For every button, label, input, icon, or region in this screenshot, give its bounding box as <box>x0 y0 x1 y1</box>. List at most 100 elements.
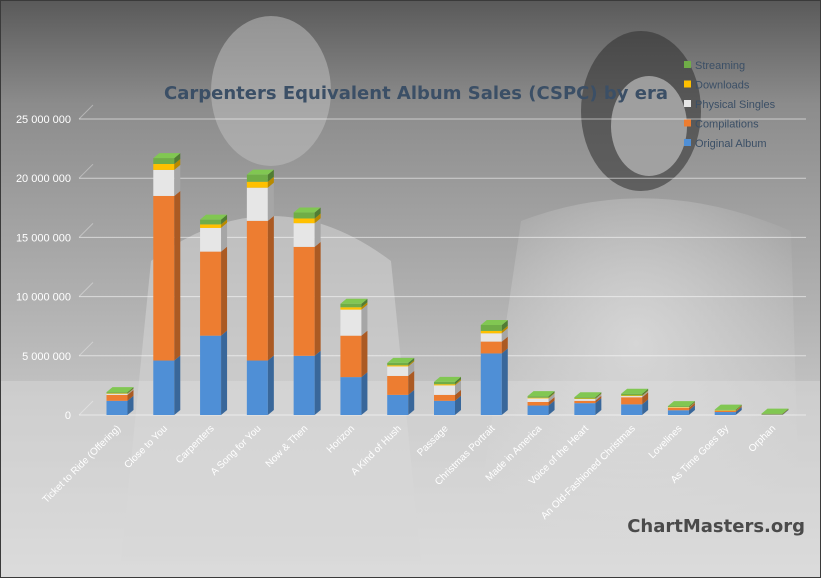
bar-segment-side <box>595 392 602 399</box>
bar-stack-orphan <box>761 408 789 415</box>
bar-segment-downloads <box>714 410 736 411</box>
bar-segment-side <box>735 407 742 415</box>
x-tick-label: Passage <box>415 423 451 459</box>
legend-label-downloads: Downloads <box>695 80 750 92</box>
bar-segment-streaming <box>200 219 222 225</box>
bar-segment-compilations <box>714 410 736 413</box>
legend-swatch-streaming <box>684 61 691 68</box>
legend-label-physical-singles: Physical Singles <box>695 99 776 111</box>
gridline-depth <box>78 163 94 179</box>
bar-stack-an-old-fashioned-christmas <box>621 388 649 415</box>
bar-segment-side <box>267 182 274 221</box>
bar-segment-downloads <box>200 224 222 228</box>
bar-stack-close-to-you <box>153 153 181 415</box>
y-tick-label: 5 000 000 <box>22 351 71 363</box>
bar-segment-compilations <box>387 375 409 395</box>
x-tick-label: An Old-Fashioned Christmas <box>539 423 638 522</box>
bar-segment-original-album <box>106 400 128 415</box>
bar-segment-compilations <box>434 394 455 401</box>
bar-segment-side <box>548 396 555 406</box>
bar-segment-side <box>735 405 742 413</box>
x-tick-label: Ticket to Ride (Offering) <box>41 423 123 505</box>
bar-segment-side <box>361 298 368 308</box>
bar-segment-physical-singles <box>621 396 643 398</box>
legend-label-original-album: Original Album <box>695 138 767 150</box>
bar-segment-compilations <box>153 195 175 361</box>
bar-segment-side <box>408 361 415 376</box>
bar-segment-downloads <box>153 163 175 170</box>
y-tick-label: 0 <box>65 410 71 422</box>
legend: Streaming Downloads Physical Singles Compil… <box>684 60 776 150</box>
bar-segment-compilations <box>340 335 362 378</box>
gridline-depth <box>78 282 94 297</box>
bar-segment-streaming <box>480 325 502 331</box>
bar-top-cap <box>480 320 508 326</box>
bar-segment-compilations <box>527 401 549 406</box>
bar-segment-side <box>548 391 555 398</box>
bar-segment-original-album <box>387 394 409 415</box>
bar-segment-side <box>221 330 228 415</box>
bar-top-cap <box>621 388 649 394</box>
bar-segment-downloads <box>621 395 643 397</box>
bar-segment-side <box>688 402 695 411</box>
bar-segment-physical-singles <box>667 407 689 408</box>
bar-top-cap <box>714 404 742 410</box>
bar-stack-horizon <box>340 298 368 415</box>
bar-segment-side <box>361 372 368 415</box>
bar-segment-side <box>595 395 602 404</box>
bar-segment-streaming <box>434 381 455 385</box>
bar-segment-streaming <box>106 392 128 394</box>
bar-segment-side <box>642 399 649 415</box>
bar-segment-compilations <box>667 407 689 411</box>
bar-segment-original-album <box>621 404 643 415</box>
bar-segment-streaming <box>761 413 783 415</box>
y-tick-label: 25 000 000 <box>16 114 71 126</box>
bar-segment-side <box>174 153 181 164</box>
bar-segment-physical-singles <box>340 309 362 336</box>
bar-segment-downloads <box>106 393 128 394</box>
bar-segment-downloads <box>340 307 362 310</box>
x-tick-label: Orphan <box>747 423 778 454</box>
bar-top-cap <box>340 298 368 304</box>
bar-segment-side <box>221 219 228 228</box>
bar-segment-streaming <box>574 397 596 399</box>
bar-segment-compilations <box>246 220 268 361</box>
bar-stack-a-song-for-you <box>246 169 274 415</box>
bar-top-cap <box>293 207 321 213</box>
bar-segment-side <box>548 392 555 399</box>
legend-swatch-downloads <box>684 80 691 88</box>
bar-stack-passage <box>434 376 461 415</box>
x-tick-label: Close to You <box>122 423 169 470</box>
bar-segment-side <box>408 357 415 366</box>
bar-segment-side <box>267 176 274 188</box>
gridlines <box>78 104 806 416</box>
bar-stack-ticket-to-ride-offering <box>106 387 134 415</box>
bar-segment-side <box>688 402 695 408</box>
chart-title: Carpenters Equivalent Album Sales (CSPC)… <box>164 83 668 104</box>
bar-segment-streaming <box>246 174 268 182</box>
bar-segment-streaming <box>621 393 643 396</box>
bar-stack-lovelines <box>667 401 695 415</box>
bar-segment-side <box>408 370 415 395</box>
bar-segment-side <box>127 388 134 395</box>
bar-segment-side <box>174 164 181 196</box>
bar-top-cap <box>527 391 555 397</box>
bar-segment-side <box>221 222 228 252</box>
bar-segment-downloads <box>667 407 689 408</box>
bar-segment-compilations <box>621 397 643 405</box>
bar-segment-physical-singles <box>200 227 222 252</box>
bar-segment-compilations <box>480 341 502 354</box>
bar-top-cap <box>106 387 134 393</box>
bar-segment-downloads <box>574 398 596 400</box>
bar-segment-downloads <box>434 384 455 386</box>
bar-segment-side <box>548 400 555 415</box>
bar-segment-side <box>127 395 134 415</box>
bar-segment-original-album <box>714 412 736 415</box>
x-tick-label: Lovelines <box>647 423 685 461</box>
x-tick-label: A Song for You <box>209 423 264 478</box>
bar-segment-side <box>642 390 649 397</box>
bar-segment-compilations <box>574 400 596 404</box>
bar-segment-streaming <box>527 396 549 398</box>
bar-segment-original-album <box>340 377 362 415</box>
